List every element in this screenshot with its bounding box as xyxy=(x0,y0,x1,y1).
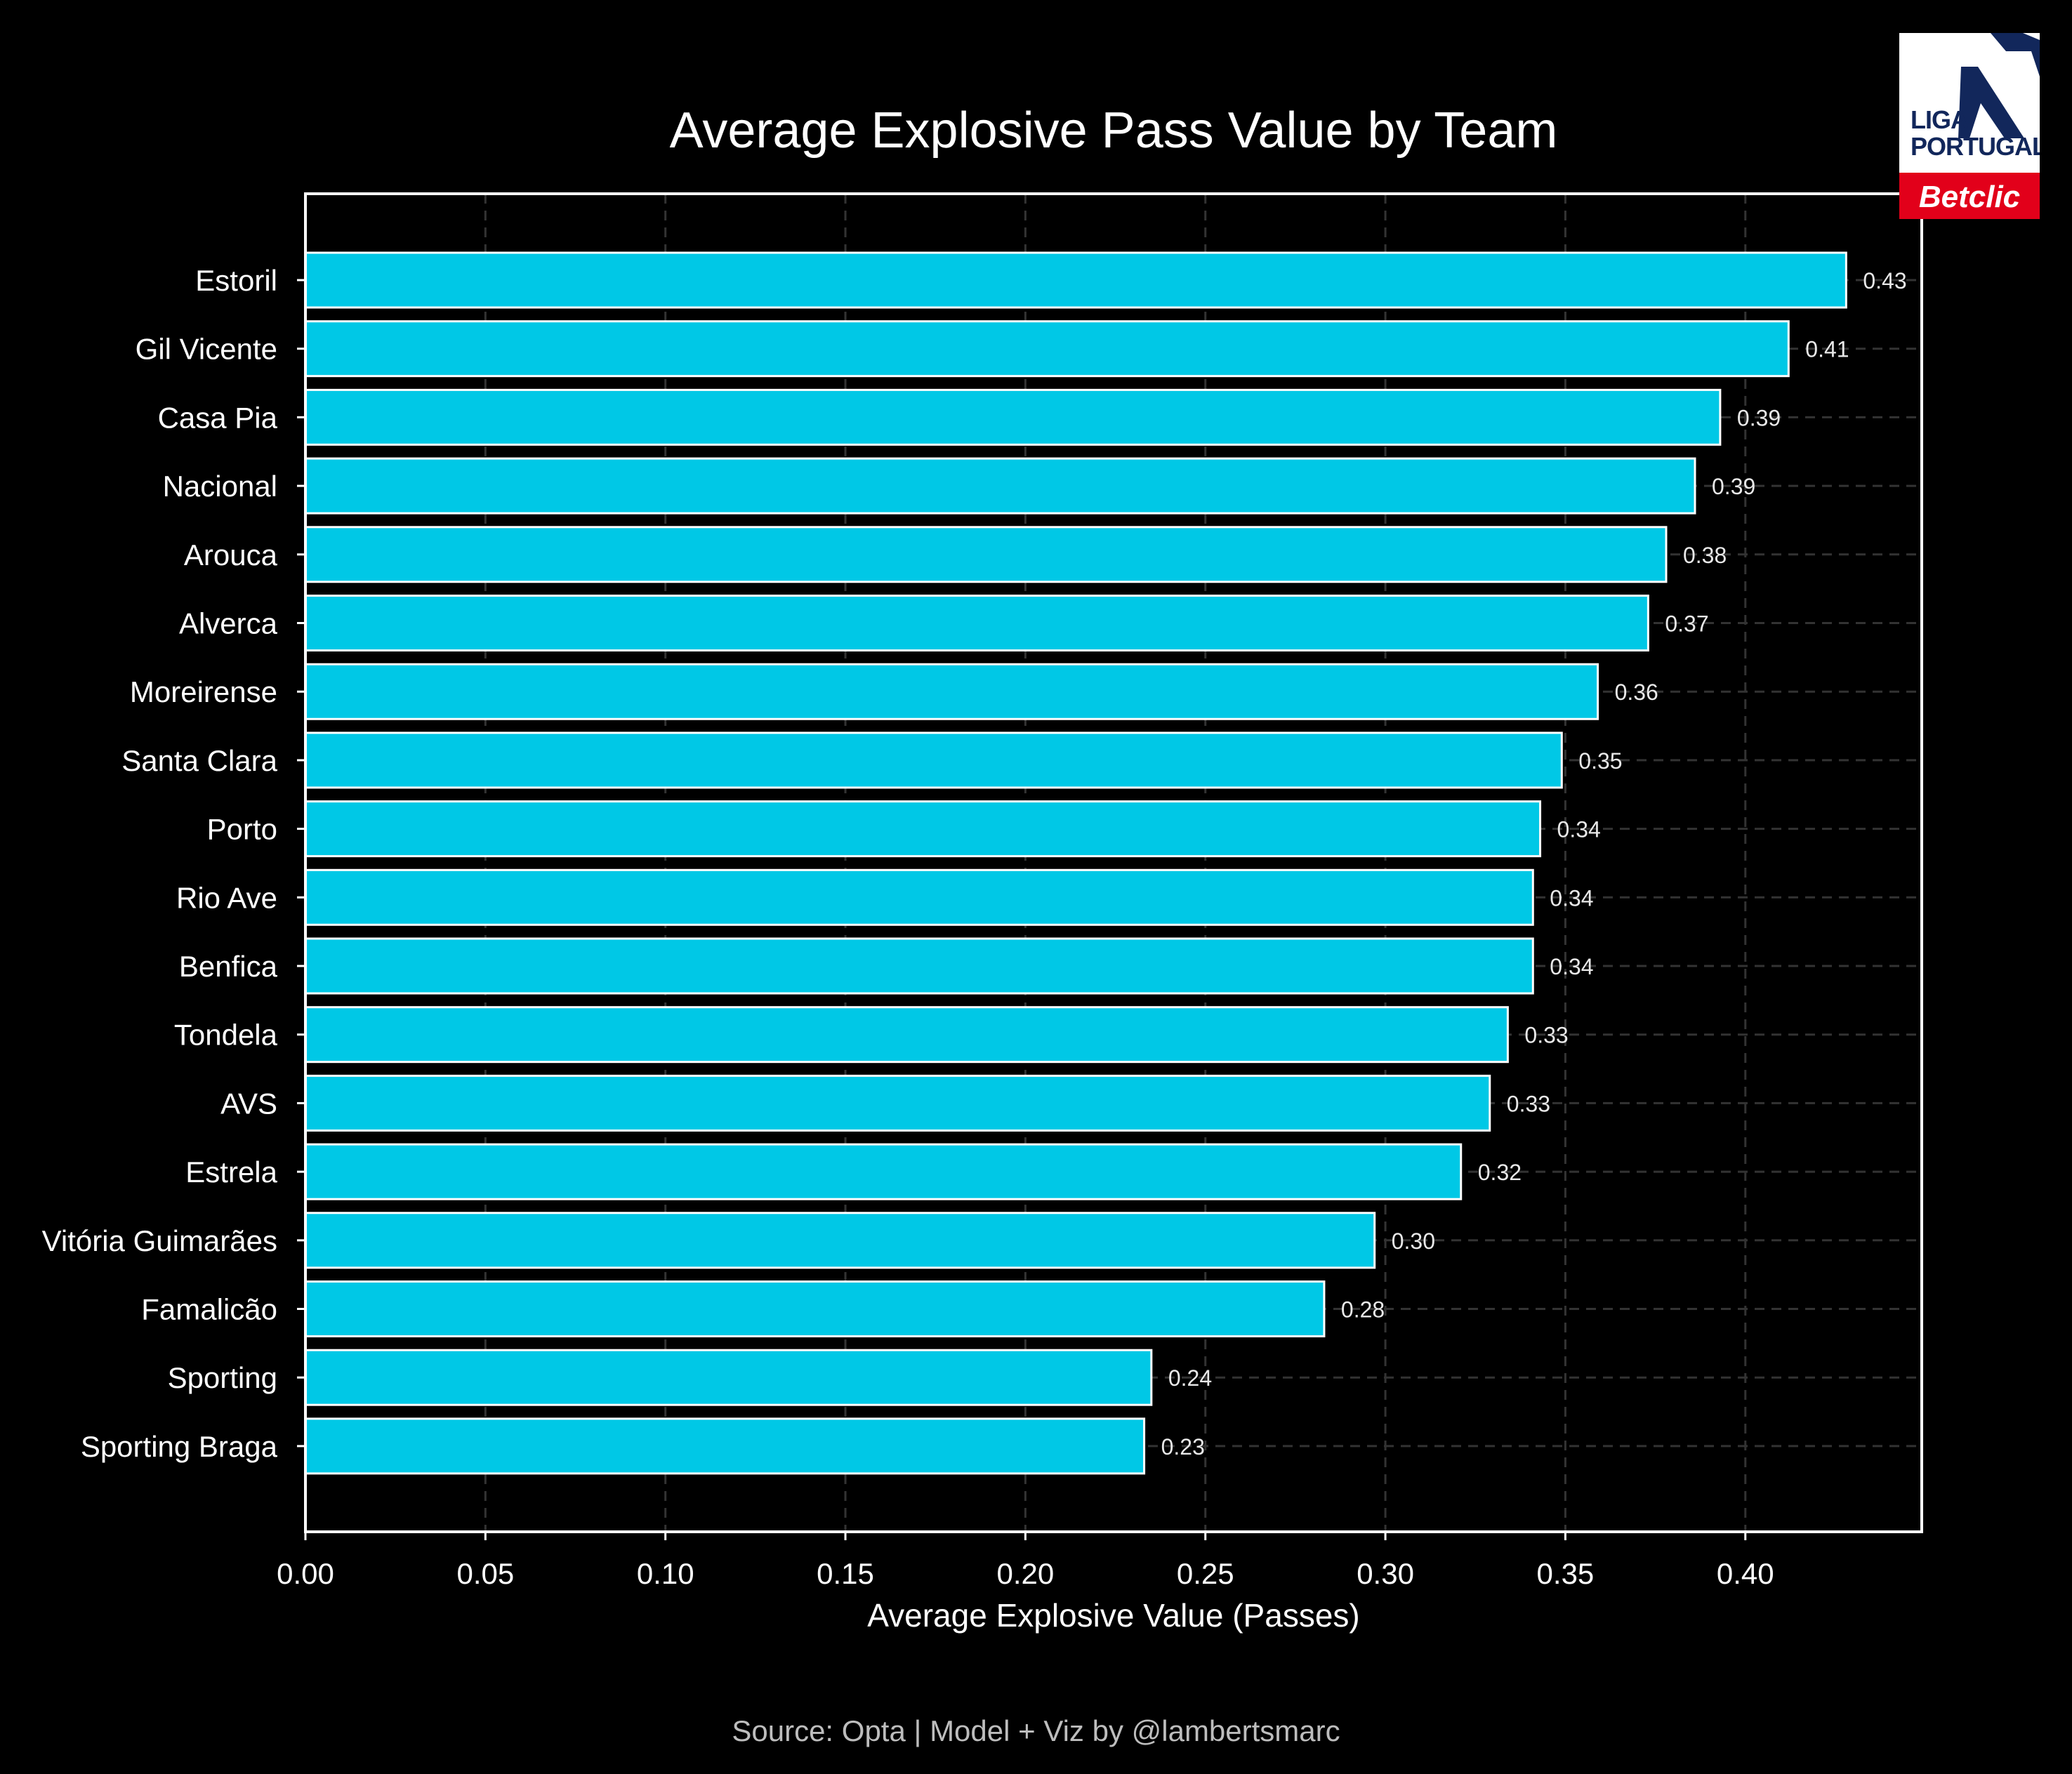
bar-value-label: 0.38 xyxy=(1683,543,1727,568)
bar-value-label: 0.39 xyxy=(1737,405,1781,430)
x-tick-label: 0.20 xyxy=(997,1557,1055,1590)
bar-value-label: 0.33 xyxy=(1524,1023,1568,1048)
bar xyxy=(304,595,1649,651)
x-tick-label: 0.30 xyxy=(1357,1557,1414,1590)
bar xyxy=(304,1143,1463,1200)
y-tick-label: Santa Clara xyxy=(121,744,277,777)
y-tick-label: Alverca xyxy=(179,607,278,640)
x-tick-label: 0.05 xyxy=(456,1557,514,1590)
bar-value-label: 0.28 xyxy=(1341,1297,1385,1323)
bar-value-label: 0.34 xyxy=(1550,885,1593,911)
x-axis-label: Average Explosive Value (Passes) xyxy=(867,1597,1359,1634)
bar xyxy=(304,800,1542,858)
axis-ticks: Estoril Gil Vicente Casa Pia Nacional Arouca… xyxy=(42,264,1774,1590)
bar xyxy=(304,388,1722,446)
y-tick-label: Estoril xyxy=(195,264,277,297)
bar xyxy=(304,732,1563,789)
bar-value-label: 0.43 xyxy=(1863,268,1906,293)
bar xyxy=(304,320,1790,378)
y-tick-label: Tondela xyxy=(174,1019,278,1052)
bar xyxy=(304,1074,1491,1132)
y-tick-label: Nacional xyxy=(163,470,277,503)
logo-sponsor-band xyxy=(1899,173,2040,219)
bar-value-label: 0.37 xyxy=(1665,611,1708,637)
bar-value-label: 0.30 xyxy=(1392,1229,1435,1254)
bar xyxy=(304,1349,1153,1406)
logo-sponsor-text: Betclic xyxy=(1918,180,2021,214)
y-tick-label: Famalicão xyxy=(141,1293,277,1326)
bar-value-label: 0.33 xyxy=(1507,1091,1550,1116)
bar xyxy=(304,526,1668,583)
bar xyxy=(304,1212,1376,1269)
bar xyxy=(304,937,1534,995)
y-tick-label: Vitória Guimarães xyxy=(42,1224,277,1257)
bar xyxy=(304,1280,1326,1337)
x-tick-label: 0.40 xyxy=(1717,1557,1774,1590)
bar xyxy=(304,868,1534,926)
y-tick-label: Gil Vicente xyxy=(136,333,277,366)
y-tick-label: Estrela xyxy=(185,1156,277,1189)
bar-value-label: 0.24 xyxy=(1168,1365,1212,1391)
x-tick-label: 0.25 xyxy=(1177,1557,1234,1590)
chart-title: Average Explosive Pass Value by Team xyxy=(669,102,1558,159)
logo-stripes-icon xyxy=(1958,33,2040,138)
bar-value-label: 0.41 xyxy=(1805,337,1849,362)
bar xyxy=(304,457,1696,515)
y-tick-label: Casa Pia xyxy=(158,401,278,434)
y-tick-label: Sporting xyxy=(168,1361,277,1394)
x-tick-label: 0.35 xyxy=(1537,1557,1595,1590)
source-credit: Source: Opta | Model + Viz by @lambertsm… xyxy=(732,1714,1340,1747)
logo-wordmark: LIGA PORTUGAL xyxy=(1911,105,2040,161)
bar-value-label: 0.23 xyxy=(1161,1434,1205,1459)
y-tick-label: Sporting Braga xyxy=(81,1430,278,1463)
y-tick-label: Porto xyxy=(207,813,277,846)
bar xyxy=(304,663,1599,720)
y-tick-label: AVS xyxy=(220,1087,277,1120)
bar-value-label: 0.34 xyxy=(1550,954,1593,979)
bars: 0.43 0.41 0.39 0.39 0.38 0.37 0.36 0.35 0.34 0.34… xyxy=(304,251,1907,1475)
y-tick-label: Arouca xyxy=(184,538,278,571)
bar xyxy=(304,251,1847,309)
y-tick-label: Benfica xyxy=(179,950,278,983)
x-tick-label: 0.10 xyxy=(637,1557,694,1590)
y-tick-label: Rio Ave xyxy=(176,881,277,914)
bar xyxy=(304,1417,1146,1475)
plot-frame xyxy=(304,192,1923,1533)
bar-value-label: 0.36 xyxy=(1615,680,1658,705)
x-tick-label: 0.00 xyxy=(277,1557,334,1590)
liga-portugal-logo: LIGA PORTUGAL Betclic xyxy=(1899,33,2040,219)
x-tick-label: 0.15 xyxy=(817,1557,874,1590)
bar-value-label: 0.35 xyxy=(1578,748,1622,774)
y-tick-label: Moreirense xyxy=(130,675,277,708)
bar-value-label: 0.39 xyxy=(1712,474,1755,499)
bar-value-label: 0.34 xyxy=(1557,817,1601,842)
bar-value-label: 0.32 xyxy=(1478,1160,1522,1185)
bar xyxy=(304,1006,1509,1064)
